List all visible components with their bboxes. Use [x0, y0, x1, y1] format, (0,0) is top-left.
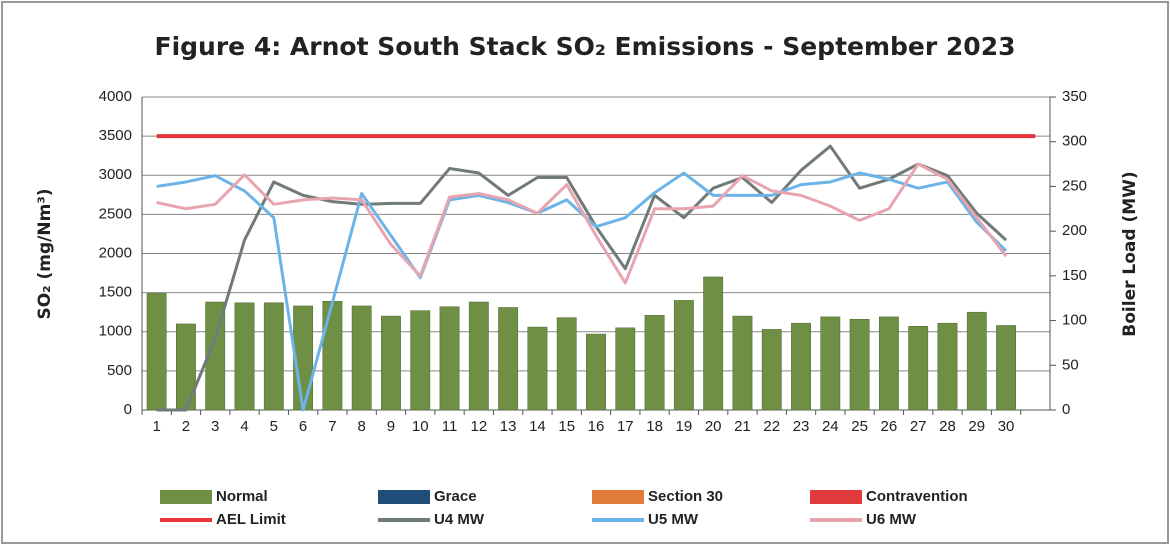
- line-series: [156, 171, 1008, 412]
- line-series: [156, 162, 1008, 285]
- bar: [615, 327, 636, 411]
- x-tick-label: 5: [270, 418, 278, 435]
- bar: [439, 306, 460, 411]
- bar: [586, 333, 606, 411]
- x-tick-label: 3: [211, 418, 219, 435]
- y-tick-label: 2500: [99, 205, 132, 222]
- x-tick-label: 4: [240, 418, 248, 435]
- bar: [849, 318, 870, 411]
- y2-tick-label: 50: [1062, 356, 1079, 373]
- x-tick-label: 18: [646, 418, 663, 435]
- x-tick-label: 19: [676, 418, 693, 435]
- x-tick-label: 28: [939, 418, 956, 435]
- legend-label: Section 30: [648, 488, 723, 505]
- x-tick-label: 15: [558, 418, 575, 435]
- legend-swatch: [378, 490, 430, 504]
- x-tick-label: 20: [705, 418, 722, 435]
- y2-tick-label: 0: [1062, 401, 1070, 418]
- x-tick-label: 30: [998, 418, 1015, 435]
- x-tick-label: 13: [500, 418, 517, 435]
- bar: [468, 301, 489, 411]
- legend-swatch: [810, 490, 862, 504]
- x-tick-label: 11: [442, 418, 458, 435]
- bar: [966, 311, 987, 411]
- x-tick-label: 12: [470, 418, 487, 435]
- bar: [732, 315, 753, 411]
- bar: [761, 329, 782, 411]
- bar: [410, 310, 431, 411]
- x-tick-label: 1: [152, 418, 160, 435]
- bar: [146, 293, 167, 411]
- legend-label: Grace: [434, 488, 477, 505]
- bar: [908, 326, 929, 411]
- chart-title: Figure 4: Arnot South Stack SO₂ Emission…: [155, 32, 1016, 61]
- bar: [878, 316, 899, 411]
- legend-label: U4 MW: [434, 511, 485, 528]
- y-tick-label: 4000: [99, 88, 132, 105]
- y-tick-label: 3500: [99, 127, 132, 144]
- x-tick-label: 22: [763, 418, 780, 435]
- bar: [937, 322, 958, 411]
- bar: [820, 316, 841, 411]
- x-tick-label: 23: [793, 418, 810, 435]
- y-tick-label: 1000: [99, 323, 132, 340]
- y-tick-label: 500: [107, 362, 132, 379]
- legend-label: U6 MW: [866, 511, 917, 528]
- y-tick-label: 2000: [99, 244, 132, 261]
- x-tick-label: 17: [617, 418, 634, 435]
- bar: [996, 325, 1016, 411]
- line-series: [156, 144, 1008, 412]
- bar: [263, 302, 284, 411]
- bar: [703, 276, 724, 411]
- y2-tick-label: 150: [1062, 267, 1087, 284]
- x-tick-label: 6: [299, 418, 307, 435]
- legend-label: Normal: [216, 488, 268, 505]
- x-tick-label: 29: [968, 418, 985, 435]
- y2-axis-title: Boiler Load (MW): [1120, 171, 1140, 336]
- bar: [351, 305, 372, 411]
- y2-tick-label: 300: [1062, 133, 1087, 150]
- x-tick-label: 27: [910, 418, 927, 435]
- x-tick-label: 8: [358, 418, 366, 435]
- x-tick-label: 9: [387, 418, 395, 435]
- bar: [527, 326, 548, 411]
- bar: [381, 315, 401, 411]
- y2-tick-label: 200: [1062, 222, 1087, 239]
- y-tick-label: 0: [124, 401, 132, 418]
- bar: [556, 317, 577, 411]
- bar: [205, 301, 226, 411]
- x-tick-label: 2: [182, 418, 190, 435]
- x-tick-label: 16: [588, 418, 605, 435]
- x-tick-label: 24: [822, 418, 839, 435]
- legend-label: AEL Limit: [216, 511, 286, 528]
- x-tick-label: 14: [529, 418, 546, 435]
- x-tick-label: 25: [851, 418, 868, 435]
- bar: [673, 300, 694, 411]
- x-tick-label: 10: [412, 418, 429, 435]
- bar: [498, 307, 519, 411]
- y-tick-label: 1500: [99, 284, 132, 301]
- bar: [234, 302, 255, 411]
- bar: [322, 300, 343, 411]
- x-tick-label: 26: [881, 418, 898, 435]
- y-axis-title: SO₂ (mg/Nm³): [35, 188, 55, 319]
- y-tick-label: 3000: [99, 166, 132, 183]
- y2-tick-label: 250: [1062, 177, 1087, 194]
- legend-swatch: [160, 490, 212, 504]
- legend-swatch: [592, 490, 644, 504]
- legend-label: U5 MW: [648, 511, 699, 528]
- x-tick-label: 21: [734, 418, 751, 435]
- x-tick-label: 7: [328, 418, 336, 435]
- y2-tick-label: 350: [1062, 88, 1087, 105]
- y2-tick-label: 100: [1062, 312, 1087, 329]
- bar: [791, 322, 811, 411]
- bar: [644, 315, 665, 411]
- legend-label: Contravention: [866, 488, 968, 505]
